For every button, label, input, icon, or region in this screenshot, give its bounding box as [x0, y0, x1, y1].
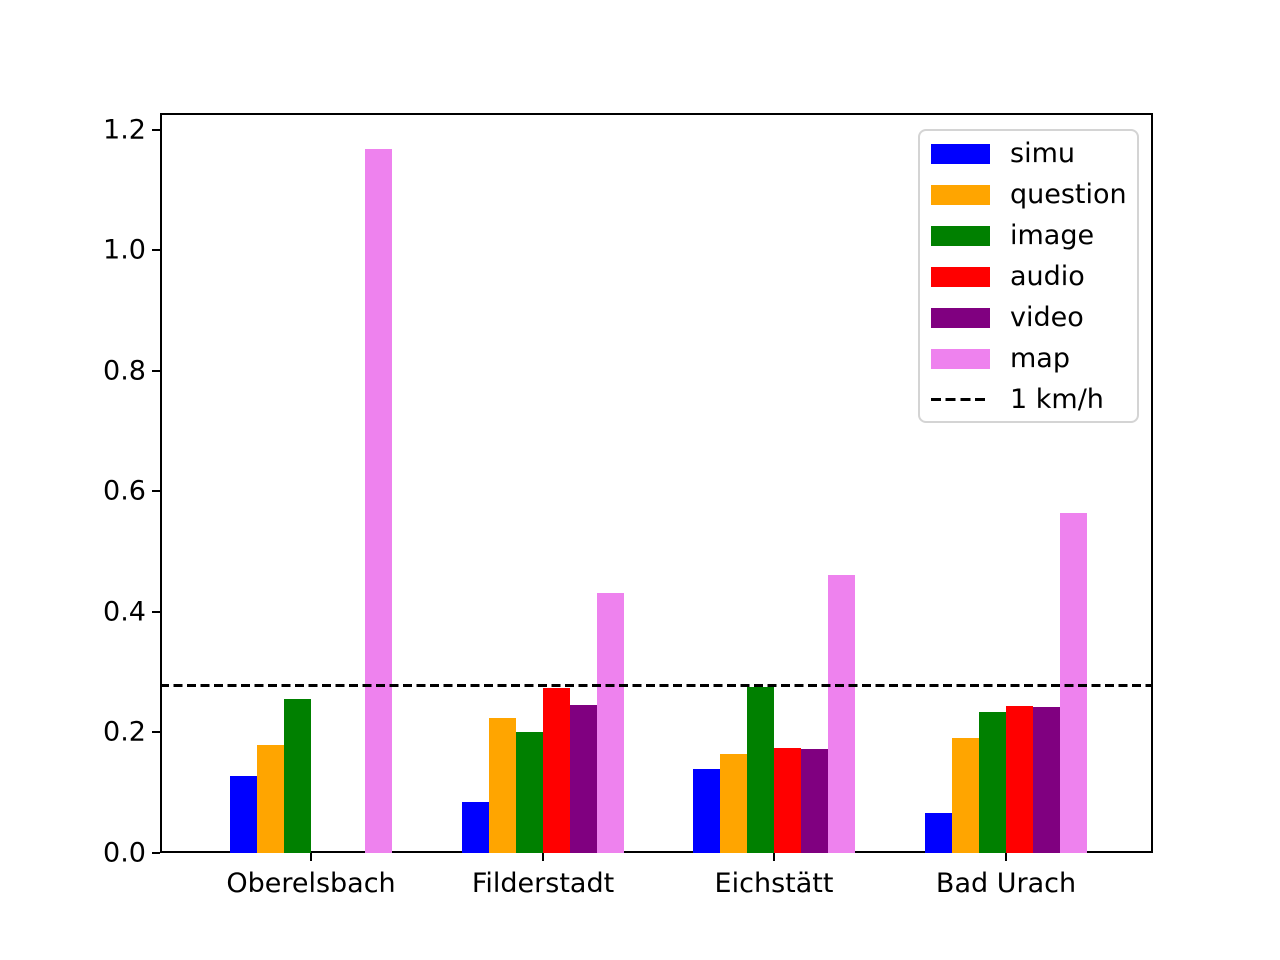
bar-simu-2	[693, 769, 720, 853]
y-tick-mark	[152, 611, 160, 613]
y-tick-label: 0.2	[103, 716, 146, 748]
bar-question-2	[720, 754, 747, 853]
x-tick-mark	[773, 853, 775, 861]
bar-map-1	[597, 593, 624, 853]
bar-image-3	[979, 712, 1006, 853]
bar-map-0	[365, 149, 392, 853]
bar-simu-0	[230, 776, 257, 853]
bar-question-0	[257, 745, 284, 853]
legend-swatch-simu	[931, 143, 990, 164]
x-tick-mark	[542, 853, 544, 861]
bar-audio-3	[1006, 706, 1033, 853]
bar-map-3	[1060, 513, 1087, 853]
legend-label-video: video	[1010, 302, 1084, 333]
legend-label-map: map	[1010, 343, 1070, 374]
legend-row-image: image	[920, 215, 1137, 256]
legend-row-audio: audio	[920, 256, 1137, 297]
legend: simu question image audio video map 1 km/h	[918, 129, 1139, 423]
bar-simu-1	[462, 802, 489, 853]
bar-video-3	[1033, 707, 1060, 853]
x-tick-label-2: Eichstätt	[714, 868, 834, 899]
legend-row-question: question	[920, 174, 1137, 215]
legend-row-reference-line: 1 km/h	[920, 379, 1137, 420]
y-tick-mark	[152, 370, 160, 372]
y-tick-label: 1.2	[103, 114, 146, 146]
bar-image-2	[747, 687, 774, 853]
legend-label-question: question	[1010, 179, 1127, 210]
legend-swatch-video	[931, 307, 990, 328]
legend-swatch-image	[931, 225, 990, 246]
legend-row-map: map	[920, 338, 1137, 379]
legend-label-image: image	[1010, 220, 1095, 251]
legend-row-video: video	[920, 297, 1137, 338]
y-tick-label: 0.0	[103, 837, 146, 869]
y-tick-mark	[152, 129, 160, 131]
legend-label-simu: simu	[1010, 138, 1075, 169]
bar-simu-3	[925, 813, 952, 853]
y-tick-label: 0.8	[103, 355, 146, 387]
legend-swatch-map	[931, 348, 990, 369]
bar-audio-1	[543, 688, 570, 853]
bar-image-0	[284, 699, 311, 853]
y-tick-mark	[152, 852, 160, 854]
legend-label-reference-line: 1 km/h	[1010, 384, 1104, 415]
legend-swatch-question	[931, 184, 990, 205]
bar-image-1	[516, 732, 543, 853]
y-tick-mark	[152, 490, 160, 492]
bar-audio-2	[774, 748, 801, 853]
x-tick-mark	[1005, 853, 1007, 861]
bar-map-2	[828, 575, 855, 853]
x-tick-label-3: Bad Urach	[935, 868, 1077, 899]
y-tick-label: 0.6	[103, 475, 146, 507]
bar-video-2	[801, 749, 828, 853]
x-tick-mark	[310, 853, 312, 861]
y-tick-mark	[152, 731, 160, 733]
y-tick-label: 1.0	[103, 234, 146, 266]
legend-swatch-audio	[931, 266, 990, 287]
bar-question-1	[489, 718, 516, 853]
y-tick-label: 0.4	[103, 596, 146, 628]
legend-label-audio: audio	[1010, 261, 1085, 292]
reference-line-1kmh	[160, 684, 1153, 687]
x-tick-label-0: Oberelsbach	[226, 868, 396, 899]
y-tick-mark	[152, 249, 160, 251]
legend-row-simu: simu	[920, 133, 1137, 174]
legend-dashed-line-sample	[931, 398, 990, 401]
bar-video-1	[570, 705, 597, 853]
bar-question-3	[952, 738, 979, 853]
x-tick-label-1: Filderstadt	[471, 868, 615, 899]
plot-area	[160, 113, 1153, 853]
